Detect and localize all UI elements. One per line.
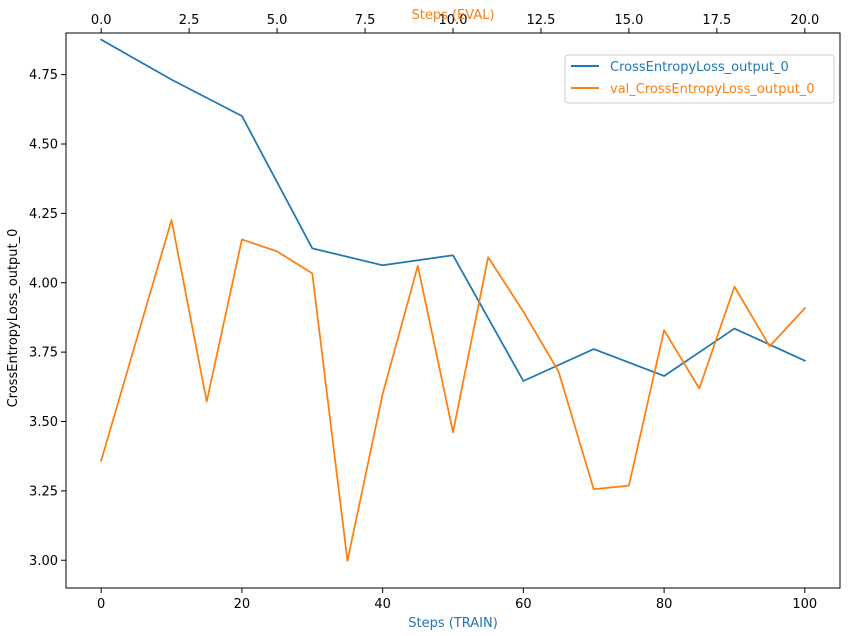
legend-label-train: CrossEntropyLoss_output_0 [610, 60, 789, 75]
bottom-tick-label: 40 [374, 597, 391, 612]
series-line-train [99, 38, 806, 382]
bottom-tick-label: 60 [515, 597, 532, 612]
bottom-tick-label: 80 [656, 597, 673, 612]
top-tick-label: 12.5 [526, 13, 555, 28]
bottom-axis-label: Steps (TRAIN) [408, 616, 498, 631]
top-tick-label: 20.0 [790, 13, 819, 28]
bottom-tick-label: 100 [792, 597, 817, 612]
y-tick-label: 4.50 [29, 138, 58, 153]
top-tick-label: 2.5 [179, 13, 200, 28]
y-tick-label: 3.00 [29, 554, 58, 569]
top-tick-label: 7.5 [355, 13, 376, 28]
legend-label-val: val_CrossEntropyLoss_output_0 [610, 82, 815, 97]
y-tick-label: 3.75 [29, 346, 58, 361]
y-tick-label: 4.25 [29, 207, 58, 222]
y-tick-label: 4.75 [29, 68, 58, 83]
top-axis-ticks: 0.0 2.5 5.0 7.5 10.0 12.5 15.0 17.5 20.0 [91, 13, 819, 33]
series-line-val [100, 219, 807, 562]
legend-box [564, 54, 835, 104]
legend: CrossEntropyLoss_output_0 val_CrossEntro… [564, 54, 835, 104]
top-axis-label: Steps (EVAL) [411, 8, 494, 23]
top-tick-label: 0.0 [91, 13, 112, 28]
top-tick-label: 10.0 [439, 13, 468, 28]
top-tick-label: 15.0 [614, 13, 643, 28]
y-tick-label: 3.25 [29, 484, 58, 499]
y-tick-label: 4.00 [29, 276, 58, 291]
series-layer [99, 38, 807, 562]
bottom-tick-label: 0 [97, 597, 105, 612]
y-tick-label: 3.50 [29, 415, 58, 430]
bottom-axis-ticks: 0 20 40 60 80 100 [97, 588, 817, 612]
top-tick-label: 5.0 [267, 13, 288, 28]
y-axis-ticks: 3.00 3.25 3.50 3.75 4.00 4.25 4.50 4.75 [29, 68, 66, 569]
y-axis-label: CrossEntropyLoss_output_0 [6, 229, 21, 408]
top-tick-label: 17.5 [702, 13, 731, 28]
bottom-tick-label: 20 [234, 597, 251, 612]
